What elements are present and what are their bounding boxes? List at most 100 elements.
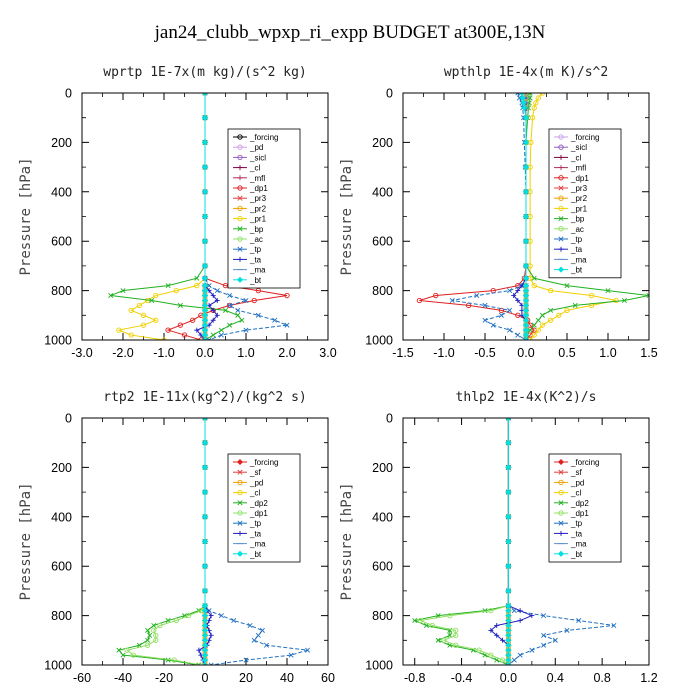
legend-label: _tp xyxy=(249,519,262,528)
data-point-bt xyxy=(522,139,530,146)
panel-4: thlp2 1E-4x(K^2)/s Pressure [hPa] -0.8 -0.4… xyxy=(339,390,658,685)
legend-label: _cl xyxy=(249,164,260,173)
x-tick-label: -1.0 xyxy=(153,346,175,360)
legend-label: _ma xyxy=(249,266,266,275)
figure-title: jan24_clubb_wpxp_ri_expp BUDGET at300E,1… xyxy=(154,22,546,43)
data-point-dp2 xyxy=(482,608,488,614)
legend-label: _ta xyxy=(249,255,262,264)
legend-label: _bp xyxy=(570,215,585,224)
data-point-pr1 xyxy=(588,292,595,299)
legend-label: _ta xyxy=(570,245,583,254)
data-point-pr1 xyxy=(194,283,200,289)
data-point-tp xyxy=(206,283,212,289)
legend-marker xyxy=(237,246,243,252)
legend-marker xyxy=(558,469,564,475)
series-group xyxy=(108,93,290,340)
data-point-pr1 xyxy=(531,283,537,289)
data-point-ta xyxy=(208,632,214,638)
legend-label: _forcing xyxy=(570,458,599,467)
data-point-dp2 xyxy=(165,618,171,624)
y-tick-label: 1000 xyxy=(44,659,72,673)
panel-1: wprtp 1E-7x(m kg)/(s^2 kg) Pressure [hPa]… xyxy=(18,65,337,360)
data-point-ta xyxy=(208,613,214,619)
data-point-bt xyxy=(201,439,209,446)
data-point-dp1 xyxy=(416,297,423,304)
data-point-tp xyxy=(576,618,582,624)
y-tick-label: 800 xyxy=(372,284,393,298)
data-point-pr1 xyxy=(153,317,159,323)
legend-marker xyxy=(237,510,243,516)
legend-label: _ac xyxy=(249,235,263,244)
data-point-tp xyxy=(243,657,249,663)
data-point-dp1 xyxy=(498,307,505,314)
data-point-ta xyxy=(517,608,523,614)
legend: _forcing_sf_pd _cl_dp2_dp1_tp_ta _ma_bt xyxy=(227,453,301,563)
data-point-tp xyxy=(255,632,261,638)
x-tick-label: -1.0 xyxy=(433,346,455,360)
legend-label: _cl xyxy=(570,489,581,498)
data-point-pr1 xyxy=(529,115,536,121)
legend-label: _pr2 xyxy=(570,194,588,203)
data-point-bt xyxy=(522,213,530,220)
plot-frame xyxy=(81,92,329,341)
data-point-pr1 xyxy=(535,95,541,101)
data-point-bp xyxy=(621,297,627,303)
x-tick-label: 0.8 xyxy=(593,671,610,685)
legend-marker xyxy=(558,236,564,242)
data-point-bt xyxy=(201,93,209,97)
data-point-bt xyxy=(505,563,512,570)
legend-label: _tp xyxy=(249,245,262,254)
x-tick-label: -3.0 xyxy=(71,346,93,360)
legend-label: _forcing xyxy=(570,133,599,142)
legend-label: _pr1 xyxy=(570,204,588,213)
y-tick-label: 200 xyxy=(372,136,393,150)
legend-label: _pr2 xyxy=(249,204,267,213)
data-point-pr1 xyxy=(613,297,619,304)
data-point-tp xyxy=(564,627,570,633)
legend-label: _pr3 xyxy=(249,194,267,203)
data-point-ta xyxy=(494,622,500,628)
legend-marker xyxy=(237,175,243,181)
data-point-bp xyxy=(239,317,245,323)
x-tick-label: 2.0 xyxy=(278,346,295,360)
data-point-bp xyxy=(535,317,541,323)
data-point-tp xyxy=(206,337,212,340)
legend-label: _bt xyxy=(249,550,262,559)
panel-title: rtp2 1E-11x(kg^2)/(kg^2 s) xyxy=(103,390,307,405)
legend-label: _mfl xyxy=(570,164,586,173)
legend-marker xyxy=(237,520,243,526)
data-point-tp xyxy=(541,642,547,648)
data-point-tp xyxy=(515,93,521,96)
data-point-pr1 xyxy=(173,287,179,294)
data-point-bt xyxy=(201,139,209,146)
legend-label: _pd xyxy=(570,478,584,487)
legend: _forcing_sicl_cl_mfl_dp1_pr3_pr2_pr1_bp_… xyxy=(548,128,622,279)
data-point-dp1 xyxy=(185,612,192,619)
plot-frame xyxy=(402,92,650,341)
data-point-dp1 xyxy=(488,652,494,658)
data-point-dp1 xyxy=(171,657,177,663)
data-point-tp xyxy=(541,632,547,638)
data-point-bt xyxy=(201,489,209,496)
data-point-dp1 xyxy=(453,627,459,634)
x-tick-label: 3.0 xyxy=(319,346,336,360)
data-point-dp2 xyxy=(120,652,126,658)
legend-label: _forcing xyxy=(249,133,278,142)
legend-marker xyxy=(558,489,564,496)
data-point-pr1 xyxy=(531,105,537,111)
x-tick-label: -1.5 xyxy=(392,346,414,360)
data-point-bt xyxy=(505,489,512,496)
x-tick-label: 40 xyxy=(280,671,294,685)
legend-label: _sicl xyxy=(570,143,587,152)
legend-marker xyxy=(558,520,564,526)
data-point-bt xyxy=(505,439,512,446)
y-tick-label: 600 xyxy=(372,235,393,249)
data-point-dp1 xyxy=(153,637,159,643)
legend-marker xyxy=(237,144,243,150)
data-point-dp1 xyxy=(177,322,184,328)
data-point-tp xyxy=(498,312,504,318)
data-point-bt xyxy=(505,513,512,520)
legend: _forcing_sf_pd _cl_dp2_dp1_tp_ta _ma_bt xyxy=(548,453,622,563)
series-line-pr1 xyxy=(117,93,206,340)
legend-label: _dp1 xyxy=(249,509,268,518)
